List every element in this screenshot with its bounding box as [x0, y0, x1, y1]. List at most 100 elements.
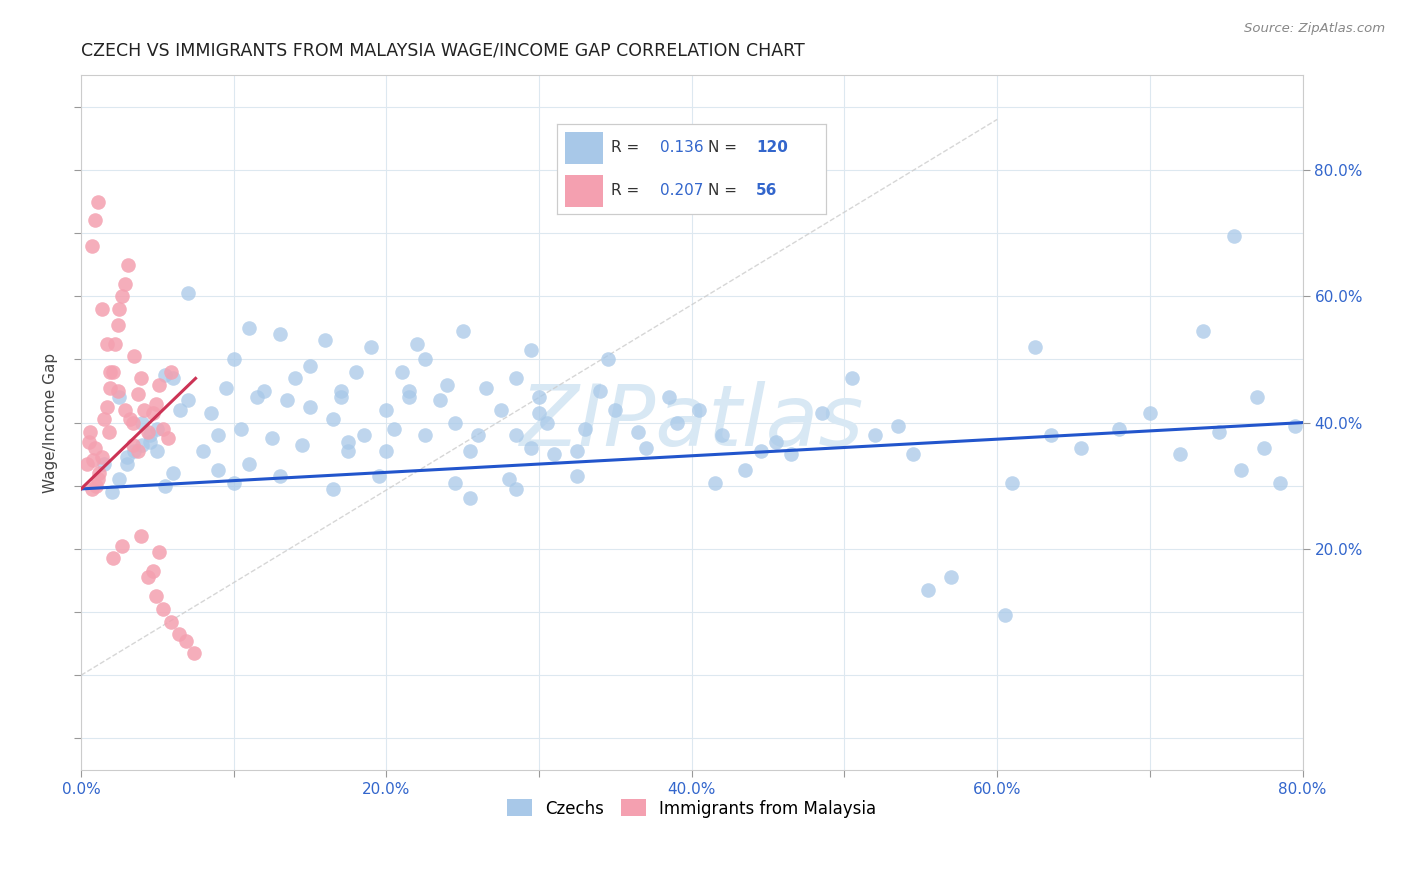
Point [314, 334, 336, 348]
Point [101, 365, 124, 379]
Point [703, 475, 725, 490]
Point [1001, 475, 1024, 490]
Point [391, 365, 413, 379]
Point [193, 444, 215, 458]
Point [207, 428, 229, 442]
Point [276, 393, 298, 408]
Point [83, 441, 105, 455]
Point [444, 475, 467, 490]
Point [124, 444, 146, 458]
Point [841, 371, 863, 385]
Point [127, 444, 149, 458]
Point [100, 485, 122, 500]
Point [589, 384, 612, 398]
Point [658, 390, 681, 404]
Point [1208, 425, 1230, 439]
Point [162, 466, 184, 480]
Point [1039, 428, 1062, 442]
Point [627, 425, 650, 439]
Point [436, 377, 458, 392]
Point [505, 482, 527, 496]
Point [520, 441, 543, 455]
Point [87, 472, 110, 486]
Point [917, 582, 939, 597]
Point [129, 371, 152, 385]
Point [136, 425, 159, 439]
Point [444, 416, 467, 430]
Point [375, 403, 398, 417]
Point [1170, 447, 1192, 461]
Point [79, 425, 101, 439]
Point [1223, 229, 1246, 244]
Point [527, 390, 550, 404]
Point [284, 371, 307, 385]
Point [153, 479, 176, 493]
Point [367, 469, 389, 483]
Point [108, 472, 131, 486]
Point [111, 539, 134, 553]
Point [398, 390, 420, 404]
Point [337, 444, 360, 458]
Point [941, 570, 963, 584]
Point [665, 416, 688, 430]
Point [142, 406, 165, 420]
Point [253, 384, 276, 398]
Point [177, 286, 200, 301]
Point [1253, 441, 1275, 455]
Point [527, 406, 550, 420]
Point [337, 434, 360, 449]
Point [231, 422, 253, 436]
Point [142, 564, 165, 578]
Point [260, 431, 283, 445]
Point [183, 646, 205, 660]
Point [117, 258, 139, 272]
Point [1070, 441, 1092, 455]
Point [398, 384, 420, 398]
Legend: Czechs, Immigrants from Malaysia: Czechs, Immigrants from Malaysia [501, 793, 883, 824]
Point [146, 422, 169, 436]
Point [810, 406, 832, 420]
Point [98, 365, 121, 379]
Point [734, 463, 756, 477]
Point [114, 277, 136, 291]
Point [107, 318, 129, 332]
Point [80, 482, 103, 496]
Point [108, 390, 131, 404]
Point [596, 352, 619, 367]
Point [83, 213, 105, 227]
Point [567, 444, 589, 458]
Point [162, 371, 184, 385]
Point [489, 403, 512, 417]
Point [146, 444, 169, 458]
Point [1139, 406, 1161, 420]
Point [498, 472, 520, 486]
Point [93, 412, 115, 426]
Point [887, 418, 910, 433]
Point [145, 589, 167, 603]
Point [139, 428, 162, 442]
Point [413, 428, 436, 442]
Point [322, 482, 344, 496]
Point [97, 425, 120, 439]
Point [124, 349, 146, 363]
Point [406, 336, 429, 351]
Point [688, 403, 710, 417]
Point [329, 384, 352, 398]
Point [291, 438, 314, 452]
Text: CZECH VS IMMIGRANTS FROM MALAYSIA WAGE/INCOME GAP CORRELATION CHART: CZECH VS IMMIGRANTS FROM MALAYSIA WAGE/I… [82, 42, 804, 60]
Text: ZIPatlas: ZIPatlas [520, 381, 863, 464]
Point [543, 447, 565, 461]
Point [96, 336, 118, 351]
Point [634, 441, 657, 455]
Point [994, 608, 1017, 623]
Point [749, 444, 772, 458]
Point [127, 387, 149, 401]
Point [246, 390, 269, 404]
Point [153, 368, 176, 383]
Point [98, 381, 121, 395]
Point [111, 289, 134, 303]
Point [152, 422, 174, 436]
Point [1246, 390, 1268, 404]
Point [91, 450, 114, 465]
Point [160, 365, 183, 379]
